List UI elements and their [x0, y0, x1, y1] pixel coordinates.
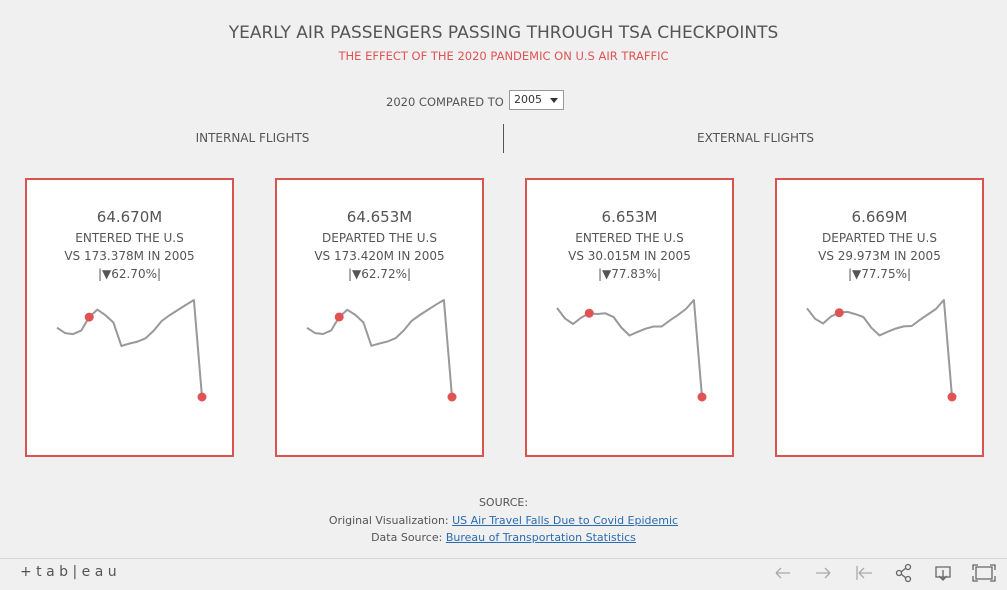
sparkline-chart [306, 299, 457, 402]
kpi-comparison: VS 29.973M IN 2005 [818, 249, 941, 263]
share-button[interactable] [895, 563, 912, 583]
kpi-comparison: VS 30.015M IN 2005 [568, 249, 691, 263]
kpi-change: |▼77.75%| [847, 267, 912, 281]
section-label: EXTERNAL FLIGHTS [697, 131, 814, 145]
toolbar-icons [775, 563, 996, 583]
tableau-logo[interactable]: + t a b | e a u [20, 564, 117, 580]
subtitle: THE EFFECT OF THE 2020 PANDEMIC ON U.S A… [338, 49, 669, 63]
sparkline-chart [806, 299, 957, 402]
kpi-value: 6.669M [851, 208, 908, 226]
sparkline [306, 299, 453, 398]
kpi-label: ENTERED THE U.S [575, 231, 684, 245]
divider [503, 124, 504, 153]
highlight-point [334, 312, 344, 322]
kpi-change: |▼62.70%| [97, 267, 162, 281]
download-button[interactable] [935, 566, 951, 581]
source-heading: SOURCE: [478, 496, 529, 509]
highlight-point [84, 312, 94, 322]
source-link[interactable]: US Air Travel Falls Due to Covid Epidemi… [452, 514, 679, 527]
highlight-point [584, 308, 594, 318]
kpi-card: 6.669M DEPARTED THE U.S VS 29.973M IN 2005… [775, 178, 984, 457]
kpi-value: 6.653M [601, 208, 658, 226]
undo-button[interactable] [775, 567, 790, 579]
dropdown-value: 2005 [514, 93, 542, 106]
sparkline-chart [56, 299, 207, 402]
kpi-label: DEPARTED THE U.S [322, 231, 437, 245]
kpi-card: 6.653M ENTERED THE U.S VS 30.015M IN 2005 |… [525, 178, 734, 457]
dropdown-arrow [550, 98, 558, 103]
fullscreen-button[interactable] [972, 564, 996, 582]
source-line: Data Source: Bureau of Transportation St… [0, 531, 1007, 544]
kpi-value: 64.653M [346, 208, 413, 226]
section-label: INTERNAL FLIGHTS [195, 131, 310, 145]
year-dropdown[interactable]: 2005 [509, 90, 564, 110]
kpi-change: |▼77.83%| [597, 267, 662, 281]
sparkline [56, 299, 203, 398]
kpi-label: ENTERED THE U.S [75, 231, 184, 245]
sparkline [806, 299, 953, 398]
kpi-comparison: VS 173.420M IN 2005 [314, 249, 445, 263]
kpi-change: |▼62.72%| [347, 267, 412, 281]
source-link[interactable]: Bureau of Transportation Statistics [445, 531, 636, 544]
highlight-point [697, 392, 707, 402]
highlight-point [447, 392, 457, 402]
kpi-comparison: VS 173.378M IN 2005 [64, 249, 195, 263]
source-line: Original Visualization: US Air Travel Fa… [0, 514, 1007, 527]
kpi-value: 64.670M [96, 208, 163, 226]
toolbar-border [0, 558, 1007, 559]
sparkline [556, 299, 703, 398]
highlight-point [197, 392, 207, 402]
source-label: Data Source: [371, 531, 443, 544]
source-label: Original Visualization: [328, 514, 449, 527]
kpi-card: 64.653M DEPARTED THE U.S VS 173.420M IN 20… [275, 178, 484, 457]
redo-button[interactable] [816, 567, 831, 579]
kpi-label: DEPARTED THE U.S [822, 231, 937, 245]
highlight-point [834, 308, 844, 318]
sparkline-chart [556, 299, 707, 402]
title: YEARLY AIR PASSENGERS PASSING THROUGH TS… [228, 23, 779, 43]
kpi-card: 64.670M ENTERED THE U.S VS 173.378M IN 200… [25, 178, 234, 457]
filter-label: 2020 COMPARED TO [386, 95, 504, 109]
highlight-point [947, 392, 957, 402]
revert-button[interactable] [856, 566, 872, 580]
